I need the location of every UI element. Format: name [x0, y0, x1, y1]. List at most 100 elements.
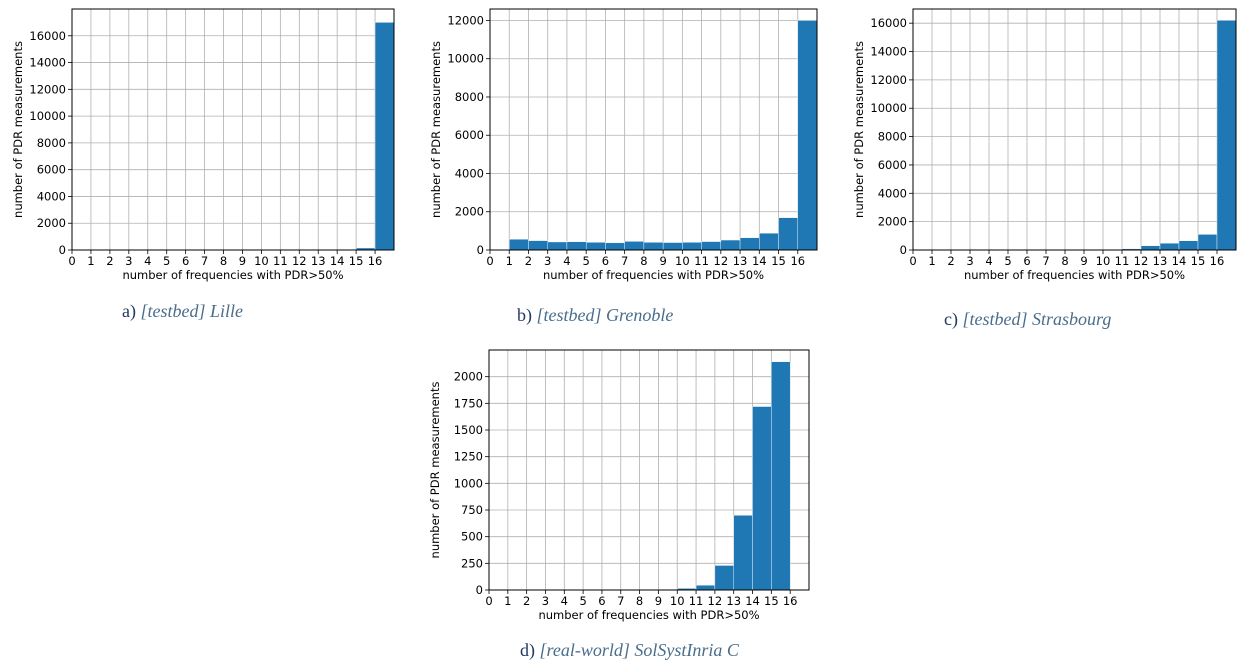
x-tick-label: 8	[1061, 254, 1068, 268]
y-tick-label: 2000	[37, 216, 66, 230]
x-tick-label: 16	[368, 254, 383, 268]
x-tick-label: 7	[1042, 254, 1049, 268]
x-tick-label: 16	[790, 254, 805, 268]
x-tick-label: 7	[201, 254, 208, 268]
bar	[585, 242, 606, 251]
y-tick-label: 6000	[37, 163, 66, 177]
bar	[701, 241, 722, 251]
caption-c: c) [testbed] Strasbourg	[944, 309, 1111, 330]
x-tick-label: 14	[745, 594, 760, 608]
x-tick-label: 1	[87, 254, 94, 268]
caption-a-text: [testbed] Lille	[140, 301, 243, 321]
x-tick-label: 8	[640, 254, 647, 268]
plot-frame	[912, 8, 1237, 251]
bar	[714, 565, 734, 591]
y-tick-label: 2000	[878, 215, 907, 229]
x-tick-label: 2	[947, 254, 954, 268]
bar	[682, 242, 702, 251]
y-tick-label: 4000	[37, 189, 66, 203]
x-tick-label: 9	[659, 254, 666, 268]
bar	[662, 242, 683, 251]
x-tick-label: 5	[583, 254, 590, 268]
x-tick-label: 8	[636, 594, 643, 608]
x-tick-label: 7	[621, 254, 628, 268]
x-tick-label: 16	[783, 594, 798, 608]
caption-d-letter: d)	[520, 640, 535, 660]
x-tick-label: 15	[1191, 254, 1206, 268]
y-tick-label: 12000	[447, 13, 484, 27]
x-tick-label: 14	[1172, 254, 1187, 268]
x-tick-label: 9	[239, 254, 246, 268]
plot-frame	[71, 8, 395, 251]
x-tick-label: 10	[1096, 254, 1111, 268]
bar	[374, 22, 395, 251]
y-tick-label: 250	[461, 556, 483, 570]
y-tick-label: 6000	[878, 158, 907, 172]
y-axis-label: number of PDR measurements	[428, 382, 442, 559]
plot-frame	[489, 8, 818, 251]
y-tick-label: 12000	[870, 73, 907, 87]
x-tick-label: 3	[542, 594, 549, 608]
y-tick-label: 4000	[455, 166, 484, 180]
x-tick-label: 4	[985, 254, 992, 268]
bar	[643, 242, 664, 251]
x-tick-label: 15	[771, 254, 786, 268]
x-tick-label: 2	[523, 594, 530, 608]
x-tick-label: 10	[254, 254, 269, 268]
x-tick-label: 14	[752, 254, 767, 268]
x-tick-label: 10	[670, 594, 685, 608]
x-tick-label: 6	[182, 254, 189, 268]
bar	[1140, 245, 1161, 251]
y-tick-label: 6000	[455, 128, 484, 142]
x-axis-label: number of frequencies with PDR>50%	[543, 268, 764, 282]
x-tick-label: 6	[598, 594, 605, 608]
x-tick-label: 0	[909, 254, 916, 268]
y-tick-label: 1750	[454, 396, 483, 410]
bar	[547, 241, 568, 251]
y-tick-label: 12000	[29, 82, 66, 96]
x-tick-label: 11	[689, 594, 704, 608]
x-tick-label: 10	[675, 254, 690, 268]
x-tick-label: 1	[504, 594, 511, 608]
x-tick-label: 12	[708, 594, 723, 608]
bar	[566, 241, 587, 251]
bar	[778, 217, 798, 251]
bar	[1159, 242, 1180, 251]
x-axis-label: number of frequencies with PDR>50%	[538, 608, 759, 622]
y-tick-label: 750	[461, 503, 483, 517]
caption-b-letter: b)	[517, 305, 532, 325]
x-tick-label: 5	[1004, 254, 1011, 268]
y-tick-label: 16000	[29, 29, 66, 43]
caption-c-text: [testbed] Strasbourg	[962, 309, 1112, 329]
y-tick-label: 10000	[29, 109, 66, 123]
chart-2: 0 1 2 3 4 5 6 7 8 9 10 11 12 13 14 15 160200040006000800…	[429, 8, 818, 282]
y-tick-label: 10000	[870, 101, 907, 115]
bar	[739, 237, 760, 251]
bar	[1216, 20, 1237, 251]
x-axis-label: number of frequencies with PDR>50%	[122, 268, 343, 282]
y-tick-label: 14000	[870, 45, 907, 59]
x-tick-label: 1	[928, 254, 935, 268]
y-tick-label: 1250	[454, 450, 483, 464]
y-tick-label: 0	[476, 583, 483, 597]
y-tick-label: 14000	[29, 56, 66, 70]
x-tick-label: 5	[163, 254, 170, 268]
bar	[759, 232, 779, 251]
y-axis-label: number of PDR measurements	[429, 41, 443, 218]
x-tick-label: 14	[330, 254, 345, 268]
chart-3: 0 1 2 3 4 5 6 7 8 9 10 11 12 13 14 15 160200040006000800…	[852, 8, 1237, 282]
y-tick-label: 0	[59, 243, 66, 257]
y-tick-label: 0	[900, 243, 907, 257]
bar	[733, 515, 753, 591]
x-tick-label: 13	[311, 254, 326, 268]
x-tick-label: 4	[144, 254, 151, 268]
x-tick-label: 3	[544, 254, 551, 268]
x-tick-label: 7	[617, 594, 624, 608]
caption-b-text: [testbed] Grenoble	[536, 305, 674, 325]
x-tick-label: 6	[602, 254, 609, 268]
x-tick-label: 11	[694, 254, 709, 268]
caption-d-text: [real-world] SolSystInria C	[539, 640, 739, 660]
y-tick-label: 8000	[878, 130, 907, 144]
x-tick-label: 11	[273, 254, 288, 268]
x-tick-label: 4	[563, 254, 570, 268]
